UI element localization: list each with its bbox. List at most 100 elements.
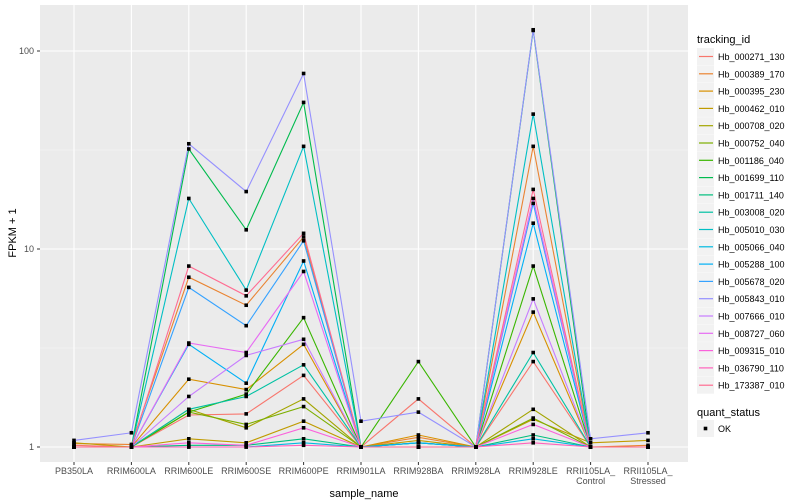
legend-label: Hb_001699_110 <box>718 173 784 183</box>
data-point <box>531 422 535 427</box>
data-point <box>301 315 306 320</box>
data-point <box>301 259 306 263</box>
data-point <box>531 221 535 225</box>
data-point <box>301 342 306 347</box>
data-point <box>531 416 535 420</box>
data-point <box>416 410 421 414</box>
data-point <box>416 438 421 443</box>
data-point <box>416 445 421 449</box>
data-point <box>531 201 535 206</box>
data-point <box>244 294 248 298</box>
legend-label: Hb_005678_020 <box>718 277 785 287</box>
data-point <box>301 269 306 274</box>
legend-label: Hb_005066_040 <box>718 242 785 252</box>
data-point <box>359 419 363 423</box>
data-point <box>301 373 306 378</box>
legend-label: Hb_000395_230 <box>718 87 785 97</box>
legend-title: tracking_id <box>697 34 750 46</box>
data-point <box>301 239 306 243</box>
data-point <box>187 275 191 280</box>
x-tick-label: RRIM600SE <box>221 466 271 476</box>
data-point <box>187 285 191 290</box>
data-point <box>301 441 306 445</box>
data-point <box>187 410 191 414</box>
legend-label: Hb_003008_020 <box>718 208 785 218</box>
data-point <box>187 264 191 268</box>
data-point <box>588 437 593 441</box>
data-point <box>301 337 306 342</box>
data-point <box>531 27 535 32</box>
data-point <box>244 228 248 232</box>
data-point <box>187 196 191 201</box>
data-point <box>474 445 478 449</box>
data-point <box>187 141 191 146</box>
data-point <box>129 445 134 449</box>
data-point <box>244 381 248 386</box>
data-point <box>72 441 76 445</box>
data-point <box>301 397 306 401</box>
x-tick-label: RRII105LA_ Control <box>566 466 616 486</box>
data-point <box>72 438 76 443</box>
data-point <box>531 310 535 314</box>
data-point <box>129 430 134 435</box>
data-point <box>301 100 306 105</box>
data-point <box>301 235 306 239</box>
legend-label: Hb_005010_030 <box>718 225 785 235</box>
data-point <box>244 422 248 427</box>
legend2-point-icon <box>703 426 708 431</box>
data-point <box>244 394 248 399</box>
data-point <box>187 441 191 445</box>
data-point <box>531 264 535 268</box>
data-point <box>416 441 421 445</box>
data-point <box>646 445 650 449</box>
data-point <box>187 147 191 151</box>
data-point <box>187 407 191 412</box>
x-tick-label: PB350LA <box>55 466 93 476</box>
legend-label: Hb_007666_010 <box>718 312 785 322</box>
data-point <box>72 445 76 449</box>
legend-label: Hb_000752_040 <box>718 139 785 149</box>
data-point <box>244 288 248 292</box>
data-point <box>129 442 134 447</box>
x-tick-label: RRIM600LE <box>164 466 213 476</box>
legend-label: Hb_036790_110 <box>718 363 784 373</box>
legend-label: Hb_001711_140 <box>718 190 784 200</box>
legend-label: Hb_000462_010 <box>718 104 785 114</box>
x-tick-label: RRIM928LA <box>451 466 500 476</box>
data-point <box>244 387 248 392</box>
data-point <box>187 445 191 449</box>
legend-label: Hb_000708_020 <box>718 121 785 131</box>
legend-label: Hb_001186_040 <box>718 156 784 166</box>
legend-label: Hb_009315_010 <box>718 346 785 356</box>
data-point <box>244 303 248 308</box>
data-point <box>531 187 535 192</box>
legend2-title: quant_status <box>697 407 760 419</box>
data-point <box>416 359 421 364</box>
legend2-label: OK <box>718 424 731 434</box>
x-tick-label: RRIM928LE <box>509 466 558 476</box>
data-point <box>416 433 421 437</box>
legend-label: Hb_008727_060 <box>718 329 785 339</box>
data-point <box>531 407 535 412</box>
x-tick-label: RRIM600LA <box>107 466 156 476</box>
legend-label: Hb_005843_010 <box>718 294 785 304</box>
data-point <box>301 404 306 409</box>
data-point <box>531 144 535 149</box>
data-point <box>244 323 248 328</box>
data-point <box>187 341 191 345</box>
data-point <box>301 443 306 448</box>
data-point <box>301 426 306 430</box>
data-point <box>531 196 535 201</box>
data-point <box>244 426 248 430</box>
data-point <box>646 430 650 435</box>
data-point <box>301 363 306 367</box>
data-point <box>301 231 306 236</box>
data-point <box>531 441 535 445</box>
data-point <box>187 394 191 399</box>
legend-label: Hb_173387_010 <box>718 381 785 391</box>
data-point <box>244 392 248 396</box>
x-tick-label: RRIM901LA <box>336 466 385 476</box>
data-point <box>301 419 306 423</box>
data-point <box>301 437 306 441</box>
